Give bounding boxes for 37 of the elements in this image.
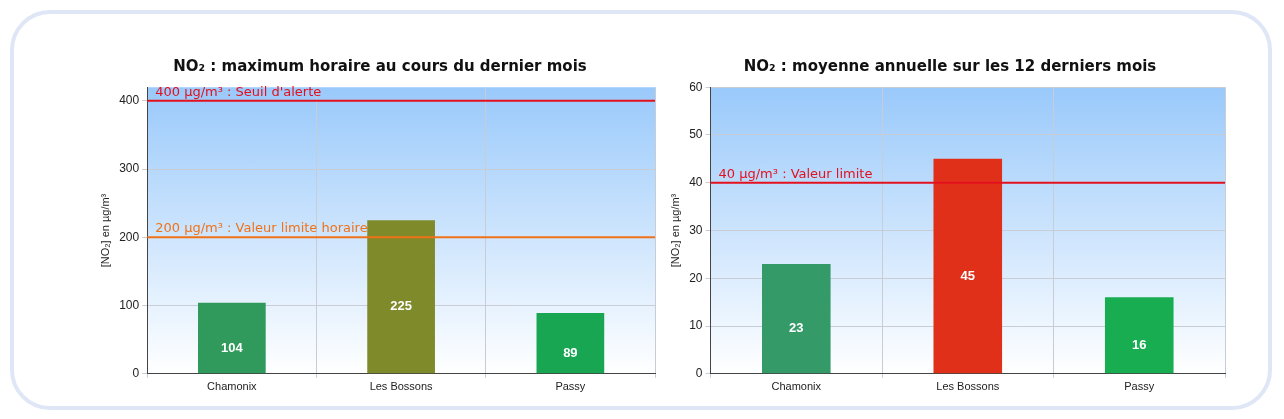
x-tick-label: Passy bbox=[555, 380, 586, 393]
data-label: 104 bbox=[221, 339, 244, 355]
y-axis-title: [NO₂] en µg/m³ bbox=[668, 193, 681, 268]
chart-title: NO₂ : moyenne annuelle sur les 12 derniers mois bbox=[742, 56, 1158, 77]
y-tick-label: 10 bbox=[689, 318, 703, 333]
data-label: 16 bbox=[1132, 336, 1147, 352]
x-tick-label: Passy bbox=[1124, 380, 1155, 393]
data-label: 225 bbox=[390, 298, 412, 314]
data-label: 45 bbox=[960, 267, 976, 283]
data-label: 89 bbox=[563, 344, 578, 360]
y-tick-label: 20 bbox=[689, 270, 703, 285]
ref-line-label: 200 µg/m³ : Valeur limite horaire bbox=[155, 220, 368, 236]
y-tick-label: 0 bbox=[132, 366, 140, 381]
y-tick-label: 40 bbox=[689, 175, 703, 190]
chart-title: NO₂ : maximum horaire au cours du dernier mois bbox=[172, 56, 588, 77]
y-tick-label: 100 bbox=[119, 297, 140, 312]
bar bbox=[1104, 297, 1174, 374]
y-tick-label: 30 bbox=[689, 222, 703, 237]
ref-line-label: 400 µg/m³ : Seuil d'alerte bbox=[155, 83, 322, 99]
y-tick-label: 300 bbox=[119, 161, 140, 176]
bar bbox=[933, 158, 1003, 374]
y-tick-label: 400 bbox=[119, 93, 140, 108]
data-label: 23 bbox=[789, 320, 804, 336]
y-tick-label: 60 bbox=[689, 79, 703, 94]
y-tick-label: 200 bbox=[119, 229, 140, 244]
bar bbox=[198, 302, 266, 374]
x-tick-label: Chamonix bbox=[207, 380, 258, 393]
bar bbox=[367, 220, 435, 374]
y-axis-title: [NO₂] en µg/m³ bbox=[98, 193, 111, 268]
x-tick-label: Les Bossons bbox=[369, 380, 434, 393]
x-tick-label: Chamonix bbox=[771, 380, 822, 393]
ref-line-label: 40 µg/m³ : Valeur limite bbox=[718, 165, 873, 181]
bar bbox=[761, 263, 831, 374]
y-tick-label: 0 bbox=[695, 366, 703, 381]
x-tick-label: Les Bossons bbox=[936, 380, 1000, 393]
y-tick-label: 50 bbox=[689, 127, 703, 142]
bar bbox=[536, 313, 605, 374]
